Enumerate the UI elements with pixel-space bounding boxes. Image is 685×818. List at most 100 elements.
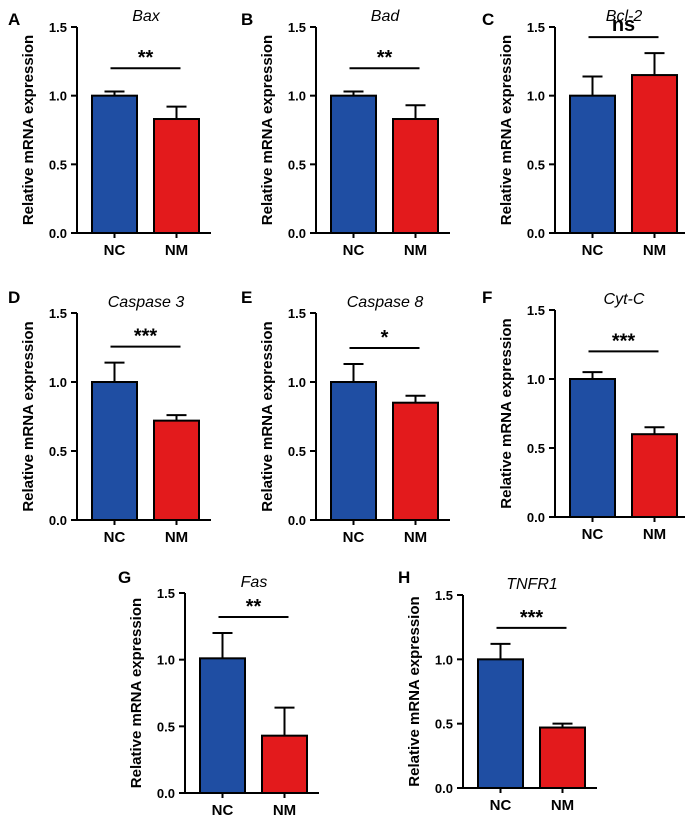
y-tick-label: 1.5 (527, 20, 545, 35)
y-axis-label: Relative mRNA expression (20, 321, 37, 511)
panel-letter: E (241, 288, 252, 307)
y-tick-label: 0.5 (288, 157, 306, 172)
significance-label: ** (246, 596, 262, 618)
panel-letter: A (8, 10, 20, 29)
y-tick-label: 0.0 (288, 226, 306, 241)
x-tick-label-nc: NC (582, 526, 604, 543)
y-tick-label: 0.5 (49, 444, 67, 459)
bar-nc (91, 94, 138, 234)
y-tick-label: 1.5 (49, 20, 67, 35)
y-axis-label: Relative mRNA expression (498, 35, 515, 225)
x-tick-label-nc: NC (104, 529, 126, 546)
y-tick-label: 1.0 (157, 653, 175, 668)
y-tick-label: 0.0 (527, 226, 545, 241)
chart-panel-e: E Caspase 8 Relative mRNA expression 0.0 0.5… (241, 288, 450, 546)
panel-title: Fas (241, 574, 268, 591)
panel-title: Bad (371, 8, 401, 25)
significance-label: *** (134, 326, 158, 348)
chart-panel-g: G Fas Relative mRNA expression 0.0 0.5 1.0 1.5… (118, 568, 319, 818)
panel-letter: C (482, 10, 494, 29)
panel-title: Bax (132, 8, 161, 25)
x-tick-label-nm: NM (165, 529, 188, 546)
chart-panel-f: F Cyt-C Relative mRNA expression 0.0 0.5 1.0 1… (482, 288, 685, 543)
bar-nc (477, 658, 524, 789)
x-tick-label-nm: NM (551, 797, 574, 814)
chart-panel-b: B Bad Relative mRNA expression 0.0 0.5 1.0 1.5… (241, 8, 450, 259)
y-tick-label: 1.5 (435, 588, 453, 603)
x-tick-label-nc: NC (490, 797, 512, 814)
y-tick-label: 0.5 (49, 157, 67, 172)
panel-letter: G (118, 568, 131, 587)
y-tick-label: 1.0 (527, 372, 545, 387)
panel-letter: F (482, 288, 492, 307)
y-tick-label: 0.0 (288, 513, 306, 528)
significance-label: ** (377, 47, 393, 69)
panel-letter: B (241, 10, 253, 29)
y-tick-label: 1.0 (435, 652, 453, 667)
panel-title: Caspase 8 (347, 294, 424, 311)
x-tick-label-nc: NC (582, 242, 604, 259)
y-axis-label: Relative mRNA expression (259, 321, 276, 511)
bar-nm (153, 118, 200, 234)
x-tick-label-nm: NM (404, 242, 427, 259)
chart-panel-d: D Caspase 3 Relative mRNA expression 0.0 0.5… (8, 288, 211, 546)
y-tick-label: 1.0 (288, 89, 306, 104)
y-tick-label: 0.0 (435, 781, 453, 796)
significance-label: ns (612, 14, 635, 36)
bar-nc (91, 381, 138, 521)
y-tick-label: 1.0 (527, 89, 545, 104)
panel-letter: D (8, 288, 20, 307)
chart-panel-a: A Bax Relative mRNA expression 0.0 0.5 1.0 1.5… (8, 8, 211, 259)
y-tick-label: 1.5 (527, 303, 545, 318)
y-tick-label: 0.0 (527, 510, 545, 525)
y-tick-label: 1.5 (157, 586, 175, 601)
bar-nm (392, 118, 439, 234)
y-axis-label: Relative mRNA expression (20, 35, 37, 225)
panel-title: Caspase 3 (108, 294, 185, 311)
x-tick-label-nc: NC (104, 242, 126, 259)
x-tick-label-nc: NC (343, 529, 365, 546)
y-tick-label: 0.0 (157, 786, 175, 801)
bar-nc (330, 94, 377, 234)
bar-nm (539, 726, 586, 790)
x-tick-label-nm: NM (404, 529, 427, 546)
y-tick-label: 1.5 (49, 306, 67, 321)
x-tick-label-nm: NM (273, 802, 296, 818)
bar-nc (569, 378, 616, 518)
y-axis-label: Relative mRNA expression (259, 35, 276, 225)
y-tick-label: 0.5 (288, 444, 306, 459)
bar-nm (631, 433, 678, 519)
y-tick-label: 1.5 (288, 306, 306, 321)
y-axis-label: Relative mRNA expression (498, 318, 515, 508)
y-tick-label: 0.5 (527, 441, 545, 456)
bar-nm (153, 419, 200, 522)
y-tick-label: 1.0 (288, 375, 306, 390)
bar-nc (330, 381, 377, 521)
y-tick-label: 0.0 (49, 513, 67, 528)
y-tick-label: 1.5 (288, 20, 306, 35)
bar-nc (199, 657, 246, 794)
panel-title: TNFR1 (506, 576, 558, 593)
bar-nc (569, 94, 616, 234)
x-tick-label-nm: NM (643, 526, 666, 543)
significance-label: *** (520, 607, 544, 629)
y-tick-label: 0.5 (157, 719, 175, 734)
panel-title: Cyt-C (604, 291, 645, 308)
chart-panel-h: H TNFR1 Relative mRNA expression 0.0 0.5 1.0 1… (398, 568, 597, 814)
x-tick-label-nm: NM (643, 242, 666, 259)
y-tick-label: 0.0 (49, 226, 67, 241)
significance-label: *** (612, 330, 636, 352)
significance-label: ** (138, 47, 154, 69)
bar-nm (261, 734, 308, 795)
y-axis-label: Relative mRNA expression (128, 598, 145, 788)
y-axis-label: Relative mRNA expression (406, 596, 423, 786)
x-tick-label-nc: NC (343, 242, 365, 259)
bar-nm (631, 74, 678, 234)
y-tick-label: 0.5 (435, 717, 453, 732)
x-tick-label-nm: NM (165, 242, 188, 259)
panel-title: Bcl-2 (606, 8, 643, 25)
x-tick-label-nc: NC (212, 802, 234, 818)
chart-panel-c: C Bcl-2 Relative mRNA expression 0.0 0.5 1.0 1… (482, 8, 685, 259)
panel-letter: H (398, 568, 410, 587)
